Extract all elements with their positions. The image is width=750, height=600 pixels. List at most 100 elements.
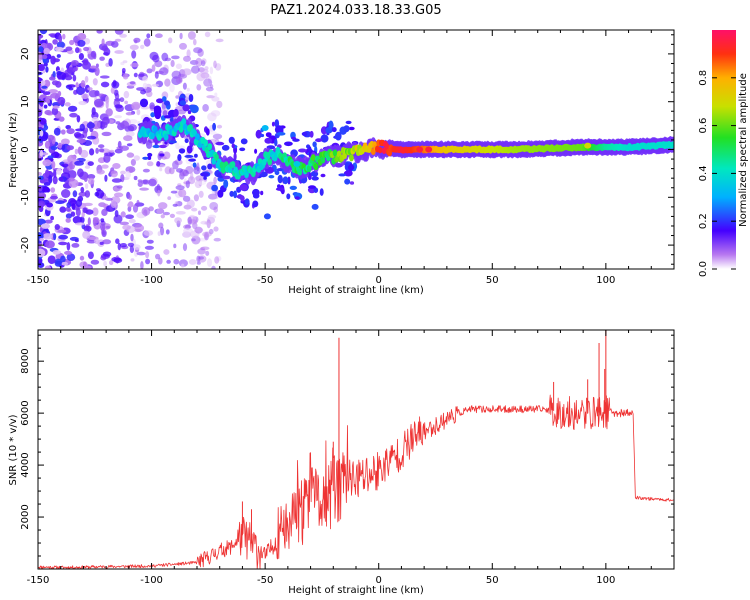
ridge-noise-blob xyxy=(194,153,198,158)
noise-blob xyxy=(46,99,50,104)
noise-blob xyxy=(112,163,121,169)
noise-blob xyxy=(57,96,66,106)
noise-blob xyxy=(163,151,171,160)
noise-blob xyxy=(81,211,85,218)
noise-blob xyxy=(77,146,83,155)
noise-blob xyxy=(114,115,122,119)
noise-blob xyxy=(80,149,89,158)
noise-blob xyxy=(109,149,115,153)
noise-blob xyxy=(94,67,100,76)
ridge-feature xyxy=(293,160,301,167)
noise-blob xyxy=(101,164,109,169)
noise-blob xyxy=(83,225,92,232)
noise-blob xyxy=(39,30,48,35)
colorbar-tick-label-0: 0.0 xyxy=(698,261,709,277)
ridge-core xyxy=(195,133,200,141)
noise-blob xyxy=(110,170,118,178)
noise-blob xyxy=(207,258,212,267)
noise-blob xyxy=(84,190,91,198)
noise-blob xyxy=(82,230,91,239)
ridge-core xyxy=(214,153,219,161)
noise-blob xyxy=(113,192,124,198)
noise-blob xyxy=(125,171,131,179)
noise-blob xyxy=(68,177,75,182)
colorbar-ticks: 0.0 0.2 0.4 0.6 0.8 xyxy=(698,70,736,277)
ridge-noise-blob xyxy=(240,138,248,145)
x-tick-label-0: -150 xyxy=(27,575,50,586)
noise-blob xyxy=(42,233,53,240)
ridge-feature xyxy=(425,146,433,153)
noise-blob xyxy=(69,236,79,241)
ridge-noise-blob xyxy=(203,176,207,180)
noise-blob xyxy=(145,258,151,265)
ridge-noise-blob xyxy=(153,105,162,113)
ridge-core xyxy=(178,125,184,133)
noise-blob xyxy=(58,234,68,240)
noise-blob xyxy=(86,239,97,244)
ridge-noise-blob xyxy=(150,112,156,118)
noise-blob xyxy=(61,261,69,266)
noise-blob xyxy=(213,226,219,232)
noise-blob xyxy=(136,109,141,116)
spectrogram-ylabel: Frequency (Hz) xyxy=(8,112,19,188)
x-tick-label-0: -150 xyxy=(27,275,50,286)
noise-blob xyxy=(78,191,87,197)
noise-blob xyxy=(208,193,218,200)
noise-blob xyxy=(159,67,169,76)
noise-blob xyxy=(42,159,52,167)
y-tick-label-1: -10 xyxy=(20,189,31,205)
noise-blob xyxy=(72,216,82,224)
x-tick-label-5: 100 xyxy=(596,275,615,286)
ridge-noise-blob xyxy=(286,193,291,200)
noise-blob xyxy=(160,214,165,219)
noise-blob xyxy=(164,78,171,87)
noise-blob xyxy=(215,38,224,43)
noise-blob xyxy=(167,196,172,201)
noise-blob xyxy=(115,238,120,244)
noise-blob xyxy=(75,199,83,207)
noise-blob xyxy=(196,72,206,82)
noise-blob xyxy=(101,229,107,238)
noise-blob xyxy=(122,60,128,64)
noise-blob xyxy=(68,87,74,91)
colorbar-label: Normalized spectral amplitude xyxy=(738,73,749,227)
noise-blob xyxy=(209,66,214,75)
noise-blob xyxy=(98,148,105,153)
ridge-noise-blob xyxy=(231,143,235,149)
ridge-noise-blob xyxy=(274,170,280,176)
ridge-noise-blob xyxy=(186,145,193,154)
ridge-noise-blob xyxy=(188,94,194,102)
y-tick-label-2: 0 xyxy=(20,146,31,152)
ridge-noise-blob xyxy=(152,144,161,149)
ridge-noise-blob xyxy=(313,187,319,193)
snr-plot xyxy=(38,330,674,569)
ridge-noise-blob xyxy=(345,120,352,125)
ridge-core xyxy=(387,150,392,157)
noise-blob xyxy=(163,211,170,216)
noise-blob xyxy=(128,167,134,173)
noise-blob xyxy=(148,178,157,187)
ridge-noise-blob xyxy=(184,154,194,158)
noise-blob xyxy=(120,243,127,248)
noise-blob xyxy=(151,83,160,87)
noise-blob xyxy=(77,33,87,41)
noise-blob xyxy=(113,214,123,224)
noise-blob xyxy=(67,105,78,112)
noise-blob xyxy=(69,112,78,118)
ridge-noise-blob xyxy=(275,187,285,191)
noise-blob xyxy=(158,202,168,210)
ridge-noise-blob xyxy=(301,131,308,136)
noise-blob xyxy=(87,251,94,260)
y-tick-label-0: -20 xyxy=(20,237,31,253)
ridge-core xyxy=(207,143,213,151)
y-tick-label-1: 4000 xyxy=(20,452,31,477)
noise-blob xyxy=(157,231,161,237)
noise-blob xyxy=(213,237,221,242)
noise-blob xyxy=(136,87,146,91)
noise-blob xyxy=(114,50,124,54)
snr-xlabel: Height of straight line (km) xyxy=(288,585,424,596)
noise-blob xyxy=(149,102,155,110)
ridge-core xyxy=(310,154,316,162)
noise-blob xyxy=(90,50,97,58)
